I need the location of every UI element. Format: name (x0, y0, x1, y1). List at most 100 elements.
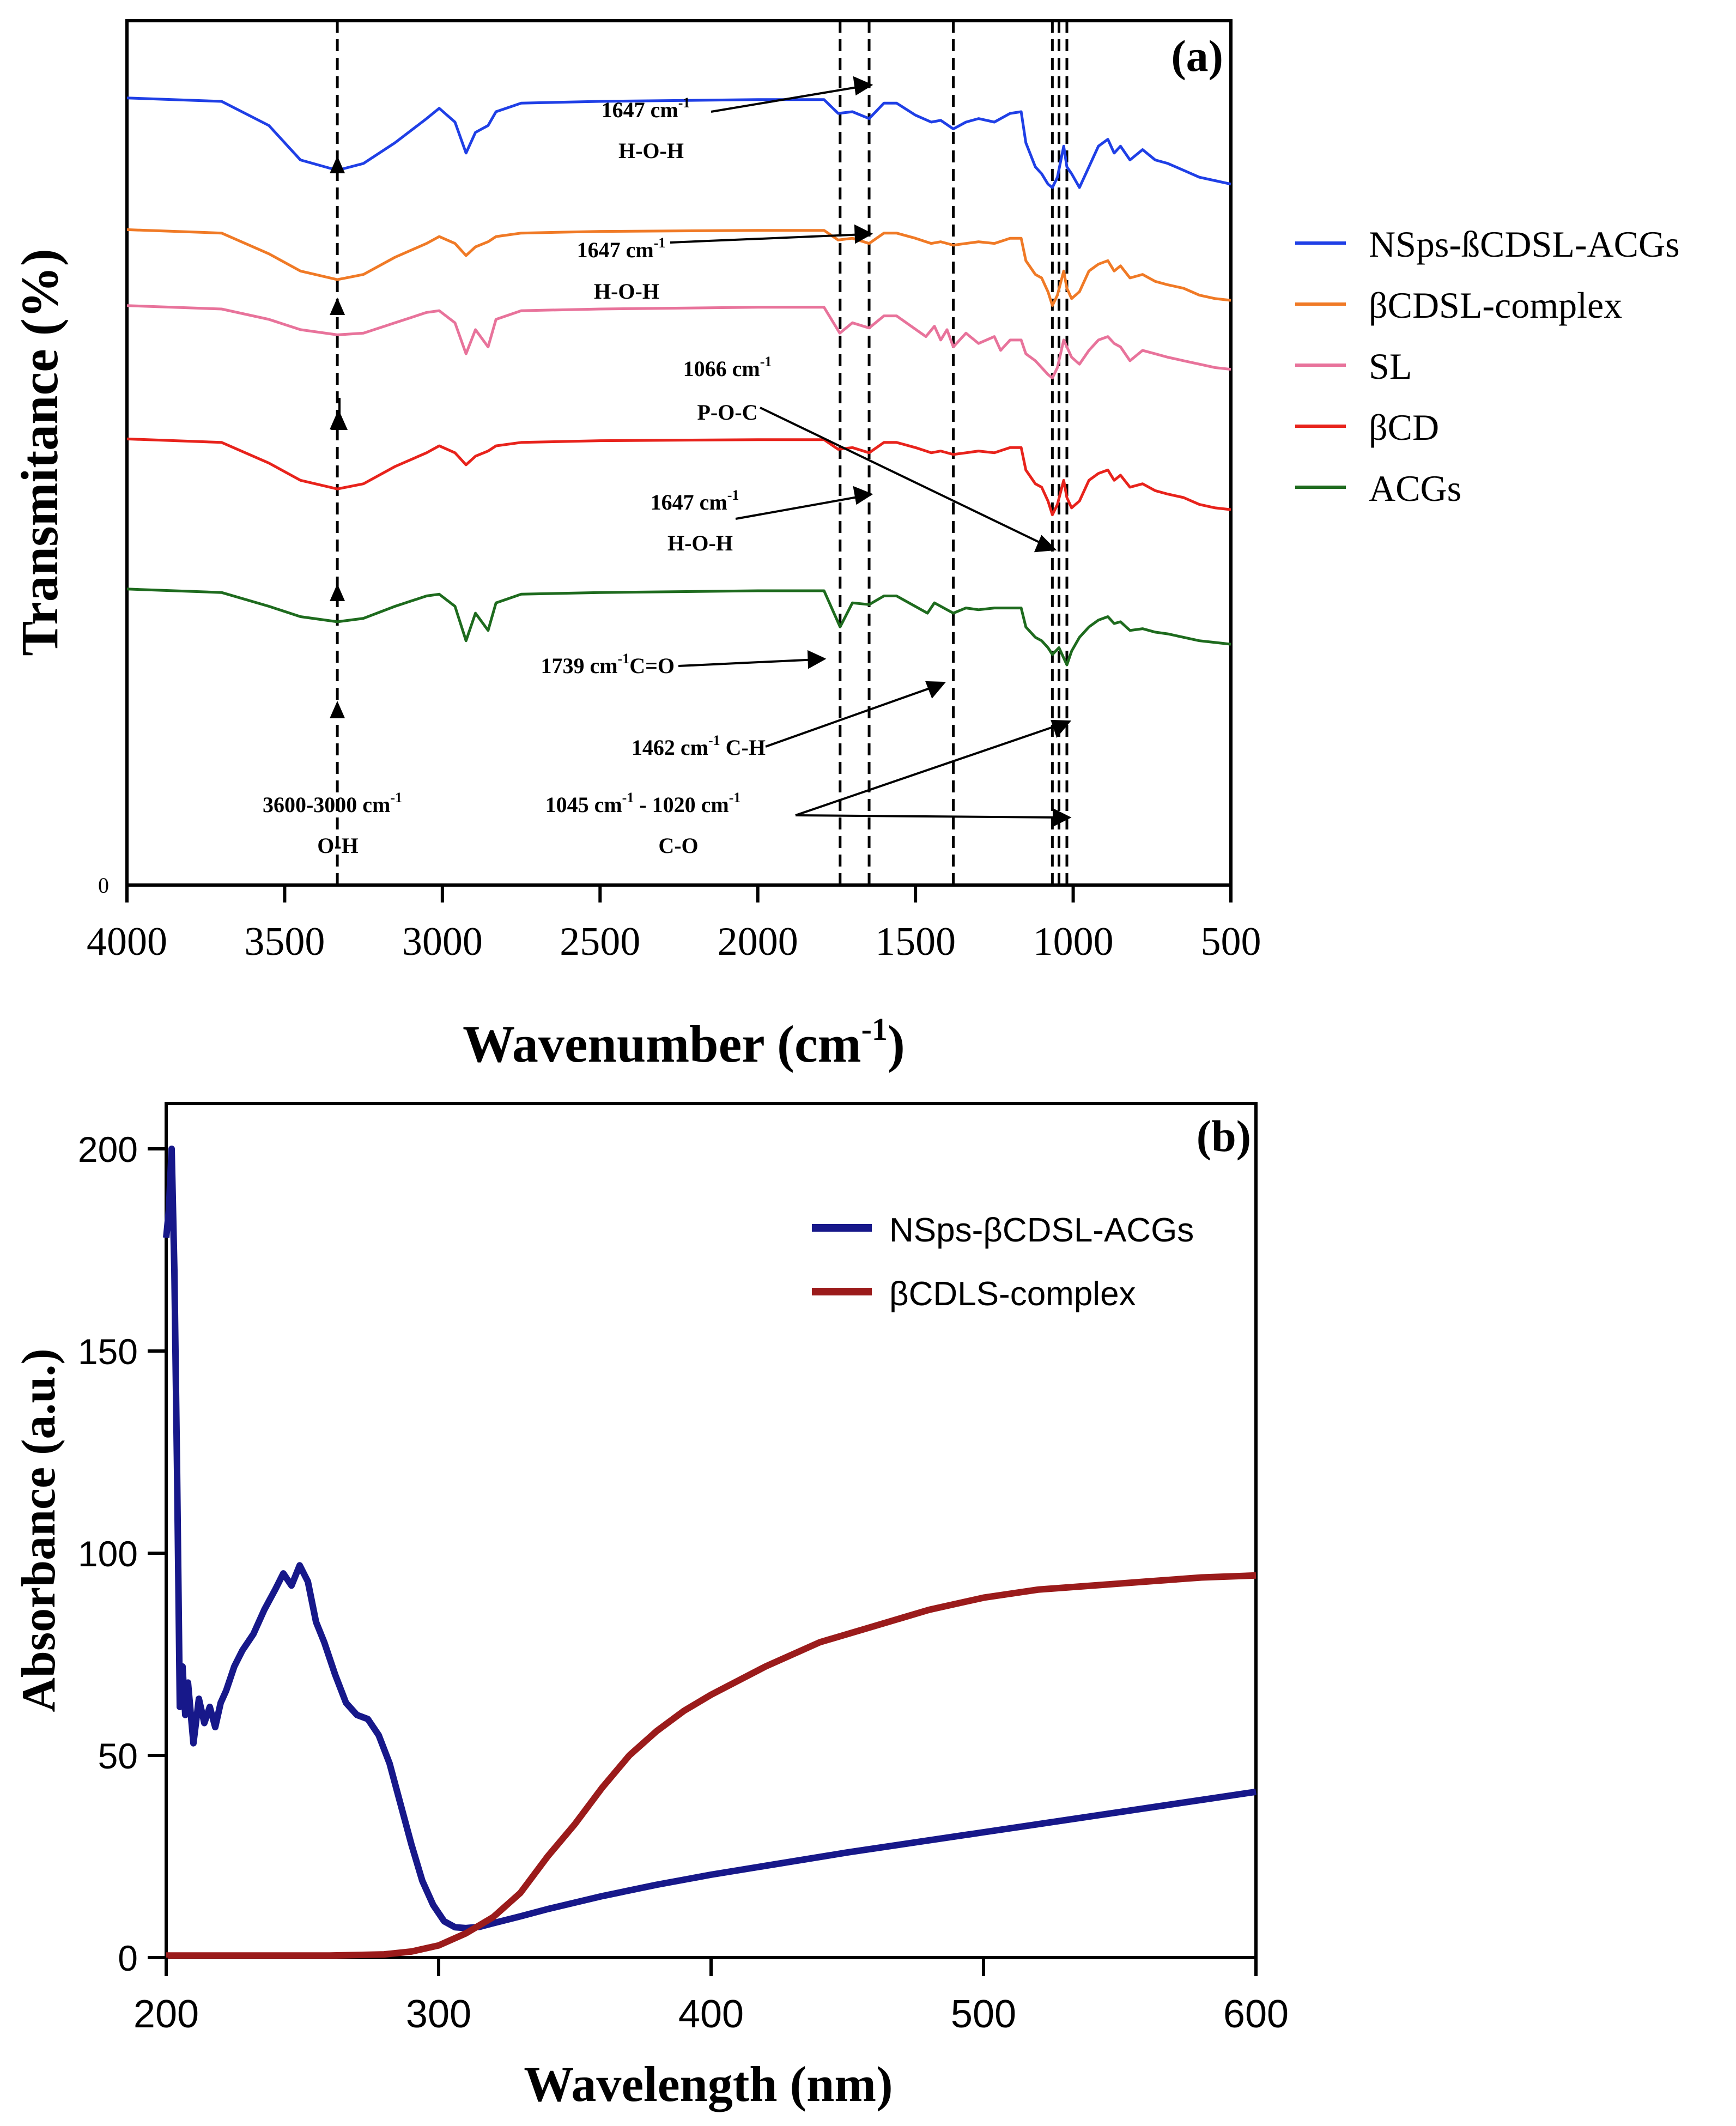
legend-label: NSps-βCDSL-ACGs (889, 1212, 1194, 1249)
x-tick-label: 2500 (560, 919, 640, 964)
panel-a-annotations: 1647 cm-1 H-O-H 1647 cm-1 H-O-H 1066 cm-… (263, 95, 772, 858)
annotation-sup: -1 (729, 790, 741, 805)
panel-a-legend: NSps-ßCDSL-ACGs βCDSL-complex SL βCD ACG… (1295, 223, 1680, 509)
y-tick-label: 150 (78, 1331, 138, 1372)
annotation-1739-label: 1739 cm-1C=O (541, 651, 675, 678)
arrowhead (330, 156, 345, 173)
arrowhead (807, 650, 827, 669)
panel-a-x-axis-title-end: ) (888, 1015, 905, 1073)
annotation-hoh-label: H-O-H (618, 138, 684, 163)
legend-label: βCDSL-complex (1369, 284, 1622, 326)
panel-a-x-axis-title: Wavenumber (cm-1) (463, 1011, 905, 1073)
panel-a-ftir: 4000 3500 3000 2500 2000 1500 1000 500 0 (a) Tr… (10, 19, 1680, 1073)
legend-label: βCDLS-complex (889, 1275, 1136, 1313)
annotation-1066-label: 1066 cm-1 (683, 354, 772, 381)
x-tick-label: 2000 (718, 919, 798, 964)
annotation-1045-1020-label: 1045 cm-1 - 1020 cm-1 (545, 790, 741, 817)
panel-b-label: (b) (1197, 1111, 1251, 1161)
arrowhead (854, 224, 873, 244)
x-tick-label: 500 (1201, 919, 1261, 964)
legend-item: βCDSL-complex (1295, 284, 1622, 326)
series-line (126, 587, 1231, 667)
arrowhead (925, 681, 946, 699)
arrow-1066 (760, 407, 1048, 547)
annotation-sup: -1 (654, 235, 666, 251)
series-line (126, 437, 1231, 517)
annotation-co-label: C-O (658, 833, 698, 858)
panel-a-frame (125, 19, 1233, 887)
annotation-hoh-label: H-O-H (667, 531, 733, 555)
arrow-1647-third (735, 495, 864, 520)
panel-a-x-axis-title-base: Wavenumber (cm (463, 1015, 861, 1073)
legend-label: βCD (1369, 407, 1439, 448)
x-tick-label: 200 (133, 1992, 199, 2036)
arrowhead (330, 584, 345, 601)
annotation-1462-label: 1462 cm-1 C-H (632, 732, 766, 760)
annotation-3600-label: 3600-3000 cm-1 (263, 790, 402, 817)
panel-a-label: (a) (1171, 31, 1223, 81)
y-tick-label: 200 (78, 1129, 138, 1170)
annotation-poc-label: P-O-C (697, 400, 757, 425)
annotation-text: - 1020 cm (634, 792, 729, 817)
panel-b-y-axis-title: Absorbance (a.u.) (13, 1348, 65, 1712)
annotation-text: 1739 cm (541, 653, 617, 678)
annotation-sup: -1 (678, 95, 690, 111)
annotation-text: 1647 cm (651, 490, 727, 514)
x-tick-label: 3500 (244, 919, 325, 964)
arrowhead (853, 486, 873, 505)
x-tick-label: 1500 (875, 919, 956, 964)
annotation-text: C-H (720, 735, 766, 760)
arrowhead (1053, 808, 1072, 827)
panel-b-uvvis: 200 300 400 500 600 0 50 100 150 200 (b) Absorba… (13, 1102, 1289, 2112)
x-tick-label: 400 (678, 1992, 744, 2036)
annotation-sup: -1 (760, 354, 772, 370)
legend-item: βCD (1295, 407, 1439, 448)
x-tick-label: 500 (951, 1992, 1016, 2036)
panel-b-series (163, 1146, 1257, 1959)
arrowhead (1051, 719, 1072, 738)
legend-label: SL (1369, 346, 1412, 387)
x-tick-label: 1000 (1033, 919, 1114, 964)
annotation-text: 1647 cm (577, 238, 654, 262)
panel-a-series (126, 96, 1231, 718)
arrowhead (331, 411, 348, 430)
panel-a-x-axis-title-sup: -1 (861, 1011, 888, 1047)
annotation-1647-label: 1647 cm-1 (651, 487, 739, 514)
arrowhead (853, 76, 873, 96)
annotation-sup: -1 (727, 487, 739, 503)
legend-item: NSps-βCDSL-ACGs (812, 1212, 1194, 1249)
arrow-1045 (795, 723, 1063, 816)
arrowhead (1034, 535, 1057, 553)
y-tick-label: 0 (118, 1938, 138, 1978)
annotation-1647-label: 1647 cm-1 (602, 95, 690, 122)
annotation-oh-label: O-H (317, 833, 359, 858)
arrow-1647-top (711, 85, 864, 113)
arrow-1739 (678, 658, 818, 667)
y-tick-label: 100 (78, 1534, 138, 1574)
panel-a-y-tick-label: 0 (98, 873, 109, 898)
legend-item: βCDLS-complex (812, 1275, 1136, 1313)
x-tick-label: 600 (1223, 1992, 1289, 2036)
panel-a-annotation-arrows (331, 76, 1072, 827)
panel-b-x-axis-title: Wavelength (nm) (524, 2056, 893, 2112)
annotation-text: 1066 cm (683, 356, 760, 381)
legend-item: SL (1295, 346, 1412, 387)
arrow-1020 (795, 814, 1062, 819)
arrowhead (330, 701, 345, 718)
series-line (126, 304, 1231, 379)
series-line (126, 228, 1231, 307)
panel-b-x-axis: 200 300 400 500 600 (133, 1958, 1289, 2036)
x-tick-label: 4000 (87, 919, 167, 964)
x-tick-label: 300 (406, 1992, 471, 2036)
arrow-1462 (765, 685, 938, 748)
legend-item: NSps-ßCDSL-ACGs (1295, 223, 1680, 265)
annotation-text: 1647 cm (602, 98, 678, 122)
arrow-1647-second (670, 233, 864, 244)
panel-b-y-axis: 0 50 100 150 200 (78, 1129, 166, 1978)
legend-label: NSps-ßCDSL-ACGs (1369, 223, 1680, 265)
y-tick-label: 50 (98, 1736, 138, 1776)
annotation-text: C=O (629, 653, 675, 678)
annotation-sup: -1 (390, 790, 402, 805)
annotation-text: 3600-3000 cm (263, 792, 390, 817)
